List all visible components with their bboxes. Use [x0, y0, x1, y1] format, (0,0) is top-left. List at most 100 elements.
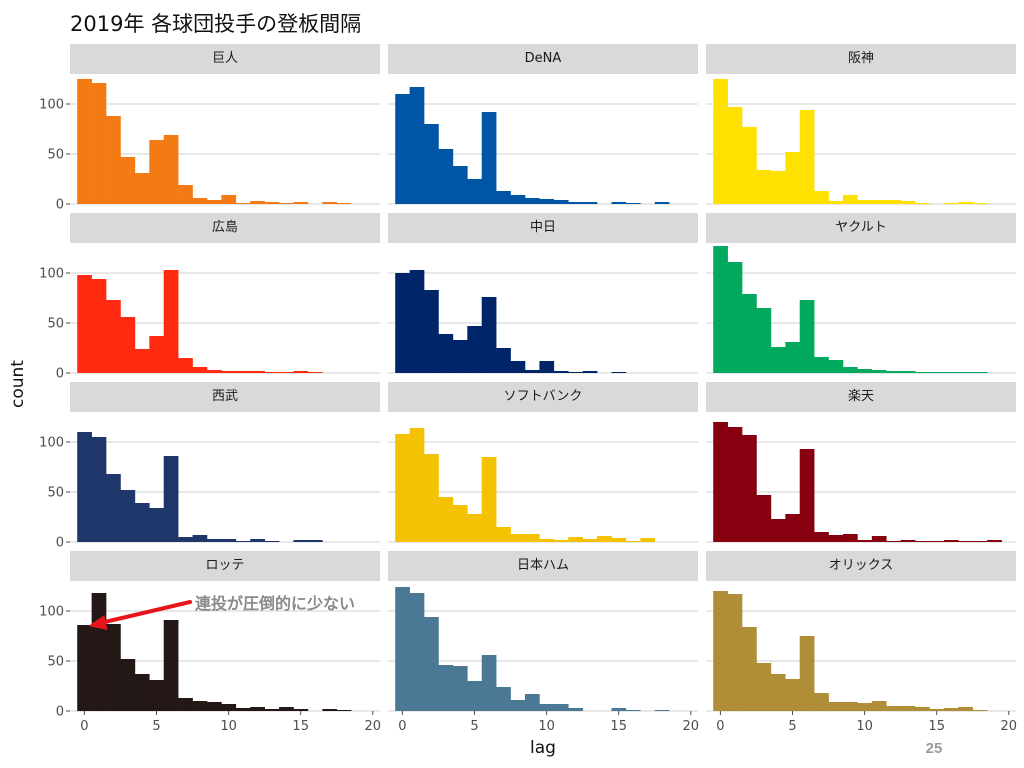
y-tick-label: 50 [47, 655, 64, 670]
x-tick-label: 15 [610, 719, 627, 734]
bar [770, 674, 786, 711]
bar [524, 534, 540, 542]
bar [799, 300, 815, 373]
bar [842, 534, 858, 542]
bar [149, 336, 165, 373]
bar [524, 198, 540, 204]
x-tick-label: 20 [683, 719, 700, 734]
x-tick-label: 5 [470, 719, 478, 734]
facet-strip-label: 日本ハム [388, 551, 698, 581]
bar [91, 593, 107, 711]
bar [568, 537, 583, 542]
facet-panel [388, 270, 698, 374]
bar [871, 200, 887, 204]
bar [785, 152, 801, 204]
bar [625, 541, 641, 542]
bar [553, 371, 569, 373]
bar [568, 708, 583, 711]
bar [972, 541, 988, 542]
x-tick-label: 15 [928, 719, 945, 734]
annotation-text: 連投が圧倒的に少ない [195, 594, 355, 613]
bar [149, 680, 165, 711]
bar [235, 371, 251, 373]
chart-title: 2019年 各球団投手の登板間隔 [70, 12, 362, 36]
bar [424, 617, 439, 711]
bar [250, 201, 265, 204]
bar [727, 262, 743, 373]
bar [192, 367, 208, 373]
bar [452, 166, 468, 204]
y-tick-label: 0 [56, 198, 64, 213]
page-number: 25 [925, 740, 943, 757]
bar [929, 709, 945, 711]
bar [958, 707, 974, 711]
bar [106, 116, 121, 204]
bar [409, 428, 425, 542]
bar [106, 474, 121, 542]
x-tick-label: 0 [398, 719, 406, 734]
bar [943, 708, 959, 711]
bar [713, 422, 728, 542]
facet-panel: 0 50 100 [39, 267, 380, 382]
bar [842, 367, 858, 373]
bar [828, 201, 844, 204]
bar [539, 199, 555, 204]
annotation-arrowhead [88, 615, 108, 630]
bar [799, 110, 815, 204]
bar [640, 538, 656, 542]
bar [900, 706, 916, 711]
bar [611, 372, 627, 373]
x-tick-label: 0 [716, 719, 724, 734]
bar [886, 371, 901, 373]
bar [452, 666, 468, 711]
bar [134, 349, 150, 373]
bar [828, 535, 844, 542]
bar [654, 202, 670, 204]
bar [553, 704, 569, 711]
bar [77, 625, 92, 711]
bar [438, 149, 454, 204]
bar [958, 541, 974, 542]
bar [91, 83, 107, 204]
bar [206, 370, 222, 373]
facet-strip-label: ソフトバンク [388, 382, 698, 412]
bar [842, 702, 858, 711]
annotation-arrow-shaft [98, 600, 192, 625]
facet-strip-label: 楽天 [706, 382, 1016, 412]
bar [900, 201, 916, 204]
y-tick-label: 100 [39, 98, 64, 113]
x-tick-label: 10 [538, 719, 555, 734]
bar [279, 707, 294, 711]
bar [481, 112, 497, 204]
bar [496, 348, 511, 373]
bar [250, 371, 265, 373]
bar [972, 710, 988, 711]
facet-panel: 0 50 100 [39, 432, 380, 551]
bar [972, 372, 988, 373]
bar [221, 195, 237, 204]
x-tick-label: 20 [1001, 719, 1018, 734]
bar [77, 275, 92, 373]
bar [264, 541, 280, 542]
bar [857, 369, 873, 373]
bar [395, 587, 410, 711]
bar [553, 540, 569, 542]
bar [395, 273, 410, 373]
facet-panel: 0 5 10 15 20 [388, 587, 699, 734]
bar [785, 514, 801, 542]
bar [481, 457, 497, 542]
facet-panel [706, 422, 1016, 543]
bar [742, 127, 757, 204]
bar [438, 497, 454, 542]
bar [915, 203, 930, 204]
bar [785, 679, 801, 711]
bar [886, 541, 901, 542]
bar [163, 270, 179, 373]
bar [496, 527, 511, 542]
bar [510, 195, 526, 204]
bar [886, 706, 901, 711]
x-tick-label: 20 [365, 719, 382, 734]
bar [163, 620, 179, 711]
bar [770, 519, 786, 542]
